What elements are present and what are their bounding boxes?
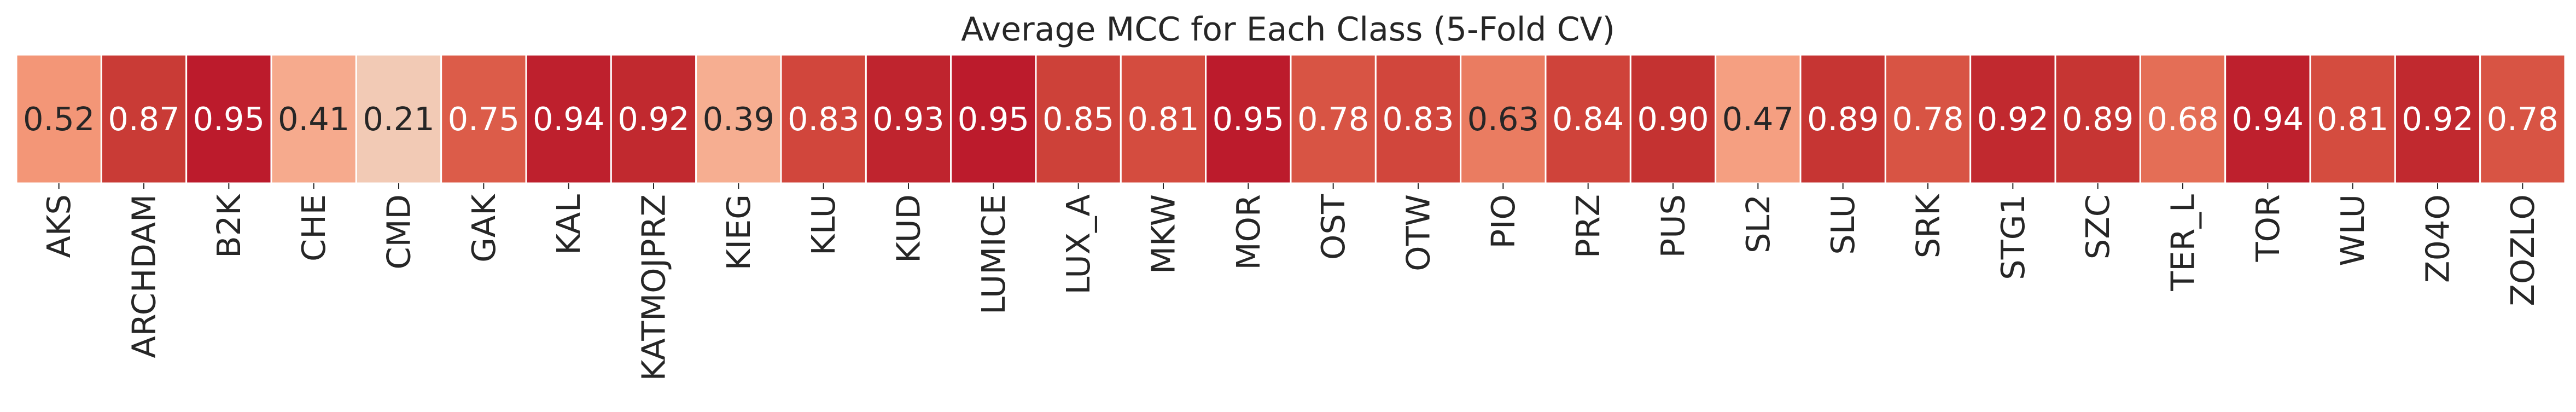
- cell-value-label: 0.90: [1637, 100, 1709, 138]
- x-tick-label: CMD: [380, 194, 418, 270]
- x-tick-label: MOR: [1229, 194, 1267, 270]
- cell-value-label: 0.92: [1977, 100, 2049, 138]
- x-tick-label: KAL: [550, 194, 587, 255]
- cell-value-label: 0.89: [2062, 100, 2134, 138]
- x-tick-label: KUD: [890, 194, 928, 263]
- x-tick-label: Z04O: [2419, 194, 2457, 283]
- x-tick-label: TOR: [2249, 194, 2287, 262]
- cell-value-label: 0.68: [2147, 100, 2218, 138]
- cell-value-label: 0.78: [1892, 100, 1963, 138]
- x-tick-labels: AKS ARCHDAM B2K CHE CMD GAK KAL KATMOJPRZ KIEG KL…: [40, 183, 2542, 381]
- heatmap-cell-che: [270, 54, 357, 184]
- heatmap-cell-slu: [1799, 54, 1886, 184]
- x-tick-label: KIEG: [720, 194, 757, 270]
- x-tick-label: TER_L: [2164, 194, 2202, 292]
- chart-title: Average MCC for Each Class (5-Fold CV): [961, 10, 1615, 49]
- x-tick-label: GAK: [465, 194, 503, 263]
- cell-value-label: 0.47: [1722, 100, 1794, 138]
- cell-value-label: 0.85: [1042, 100, 1114, 138]
- x-tick-label: MKW: [1145, 194, 1182, 274]
- heatmap-cell-srk: [1884, 54, 1972, 184]
- cell-value-label: 0.89: [1807, 100, 1879, 138]
- heatmap-cell-gak: [440, 54, 527, 184]
- x-tick-label: AKS: [40, 194, 78, 258]
- cell-value-label: 0.84: [1552, 100, 1624, 138]
- heatmap-cells: [15, 54, 2566, 184]
- x-tick-label: CHE: [295, 194, 333, 262]
- cell-value-label: 0.94: [2232, 100, 2304, 138]
- heatmap-cell-b2k: [185, 54, 272, 184]
- cell-value-label: 0.41: [278, 100, 349, 138]
- heatmap-cell-otw: [1374, 54, 1462, 184]
- cell-value-label: 0.92: [617, 100, 689, 138]
- cell-value-label: 0.63: [1467, 100, 1539, 138]
- x-tick-label: PIO: [1484, 194, 1522, 248]
- heatmap-cell-lumice: [950, 54, 1037, 184]
- cell-value-label: 0.52: [23, 100, 95, 138]
- heatmap-cell-ost: [1290, 54, 1377, 184]
- x-tick-label: ARCHDAM: [125, 194, 163, 358]
- cell-value-label: 0.87: [108, 100, 179, 138]
- cell-value-label: 0.92: [2402, 100, 2473, 138]
- x-tick-label: WLU: [2334, 194, 2371, 266]
- cell-value-label: 0.81: [2317, 100, 2388, 138]
- x-tick-label: LUMICE: [975, 194, 1012, 315]
- cell-value-label: 0.39: [703, 100, 774, 138]
- heatmap-cell-wlu: [2309, 54, 2396, 184]
- x-tick-label: PUS: [1654, 194, 1692, 258]
- heatmap-cell-tor: [2224, 54, 2311, 184]
- x-tick-label: SLU: [1824, 194, 1862, 255]
- x-tick-label: ZOZLO: [2504, 194, 2542, 306]
- cell-value-label: 0.93: [872, 100, 944, 138]
- cell-value-label: 0.83: [1382, 100, 1454, 138]
- cell-value-label: 0.78: [2487, 100, 2558, 138]
- cell-value-label: 0.83: [788, 100, 859, 138]
- heatmap-cell-katmojprz: [610, 54, 697, 184]
- heatmap-cell-sl2: [1715, 54, 1802, 184]
- heatmap-cell-pus: [1629, 54, 1717, 184]
- heatmap-cell-z04o: [2394, 54, 2481, 184]
- heatmap-cell-pio: [1460, 54, 1547, 184]
- heatmap-cell-szc: [2054, 54, 2141, 184]
- x-tick-label: PRZ: [1569, 194, 1607, 258]
- x-tick-label: OTW: [1400, 194, 1437, 271]
- cell-value-label: 0.75: [448, 100, 520, 138]
- cell-value-label: 0.95: [958, 100, 1029, 138]
- x-tick-label: KLU: [805, 194, 842, 256]
- x-tick-label: B2K: [210, 194, 248, 258]
- cell-value-label: 0.78: [1297, 100, 1369, 138]
- x-tick-label: LUX_A: [1059, 194, 1097, 294]
- heatmap-cell-prz: [1545, 54, 1631, 184]
- heatmap-cell-klu: [780, 54, 867, 184]
- heatmap-cell-archdam: [100, 54, 188, 184]
- cell-value-label: 0.94: [533, 100, 604, 138]
- x-tick-label: SL2: [1739, 194, 1777, 253]
- x-tick-label: SZC: [2079, 194, 2117, 259]
- cell-value-label: 0.21: [363, 100, 434, 138]
- heatmap-cell-aks: [15, 54, 102, 184]
- x-tick-label: KATMOJPRZ: [635, 194, 673, 381]
- x-tick-label: SRK: [1909, 194, 1947, 258]
- heatmap-cell-mkw: [1120, 54, 1207, 184]
- cell-value-label: 0.95: [193, 100, 265, 138]
- x-tick-label: OST: [1314, 194, 1352, 260]
- cell-value-label: 0.95: [1213, 100, 1284, 138]
- cell-value-labels: 0.52 0.87 0.95 0.41 0.21 0.75 0.94 0.92 0.39 0.83…: [23, 100, 2558, 138]
- x-tick-label: STG1: [1994, 194, 2032, 280]
- heatmap-cell-zozlo: [2479, 54, 2566, 184]
- cell-value-label: 0.81: [1127, 100, 1199, 138]
